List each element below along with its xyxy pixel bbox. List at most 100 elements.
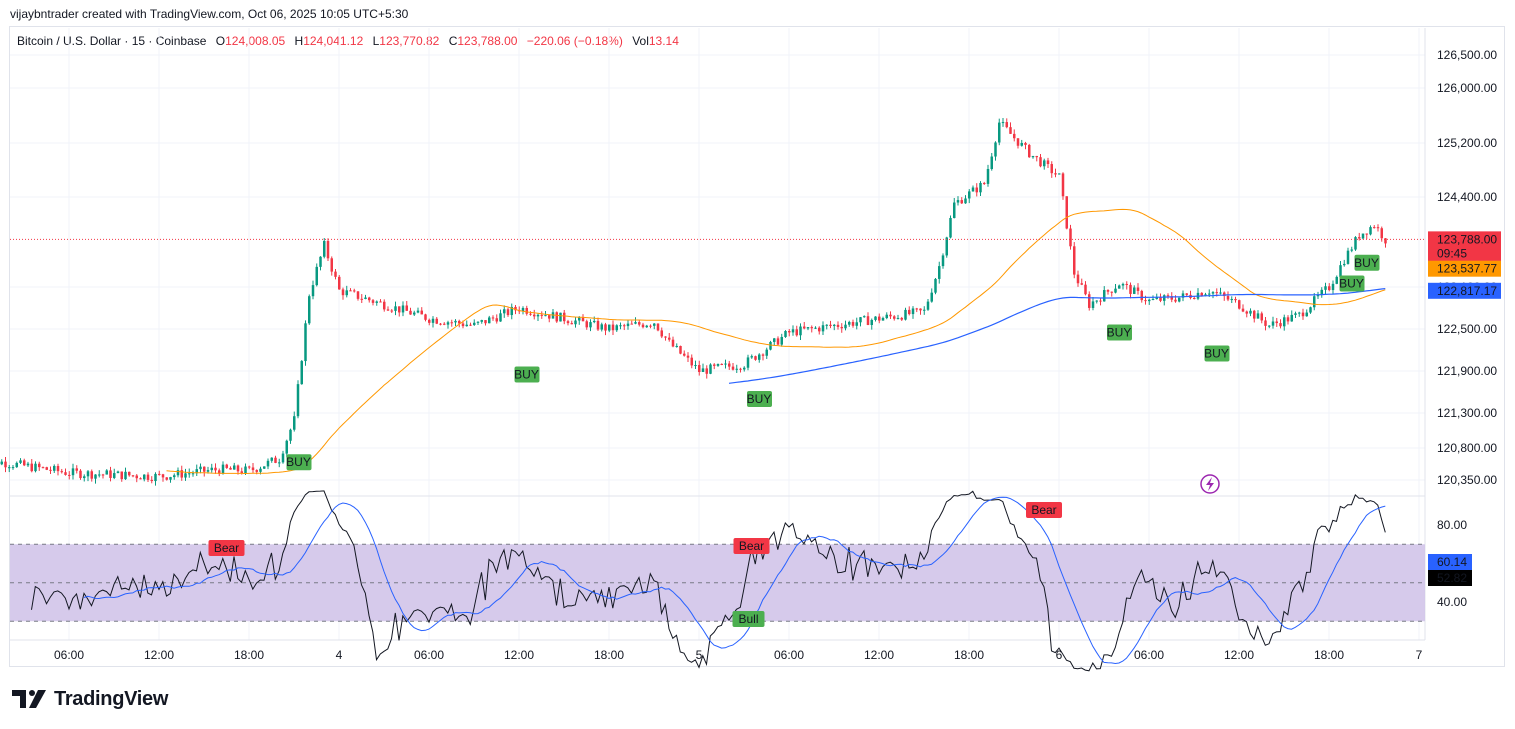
candle-body	[394, 306, 397, 311]
candle-body	[773, 338, 776, 342]
candle-body	[1238, 300, 1241, 309]
candle-body	[1031, 155, 1035, 158]
candle-body	[1043, 160, 1046, 167]
price-axis-tick: 121,300.00	[1437, 406, 1497, 420]
candle-body	[664, 336, 667, 338]
candle-body	[469, 324, 472, 326]
candle-body	[728, 363, 731, 367]
candle-body	[589, 322, 592, 328]
time-axis-tick: 5	[696, 648, 703, 662]
bear-signal-label: Bear	[214, 541, 239, 555]
candle-body	[859, 317, 862, 323]
candle-body	[353, 290, 356, 292]
candle-body	[619, 325, 622, 327]
candle-body	[1305, 312, 1308, 317]
candle-body	[1294, 313, 1297, 315]
time-axis-tick: 4	[336, 648, 343, 662]
candle-body	[255, 470, 258, 472]
candle-body	[870, 319, 873, 326]
candle-body	[701, 368, 705, 373]
candle-body	[4, 461, 7, 468]
candle-body	[124, 471, 127, 480]
candle-body	[1170, 296, 1173, 300]
candle-body	[38, 463, 41, 468]
candle-body	[390, 310, 393, 312]
candle-body	[574, 320, 577, 325]
candle-body	[446, 322, 450, 325]
candle-body	[454, 320, 457, 323]
candle-body	[79, 470, 82, 479]
ma-slow-badge	[1428, 282, 1501, 299]
time-axis-tick: 18:00	[954, 648, 984, 662]
candle-body	[593, 320, 596, 323]
chart-frame	[9, 26, 1505, 667]
candle-body	[1028, 144, 1031, 158]
candle-body	[964, 198, 967, 204]
candle-body	[375, 301, 378, 303]
candle-body	[638, 322, 641, 325]
candle-body	[424, 314, 427, 320]
buy-signal-label: BUY	[286, 455, 311, 469]
buy-signal-badge	[514, 366, 540, 383]
candle-body	[731, 366, 735, 370]
candle-body	[1178, 297, 1181, 302]
open-value: 124,008.05	[225, 34, 286, 48]
candle-body	[1373, 227, 1376, 229]
candle-body	[1328, 286, 1331, 291]
candle-body	[1271, 321, 1275, 326]
candle-body	[210, 467, 213, 471]
candle-body	[968, 191, 971, 199]
candle-body	[15, 462, 18, 468]
candle-body	[1136, 287, 1140, 291]
candle-body	[683, 353, 686, 356]
candle-body	[364, 297, 367, 300]
candle-body	[829, 324, 832, 327]
low-label: L	[372, 34, 380, 48]
buy-signal-badge	[747, 391, 772, 407]
candle-body	[930, 292, 933, 302]
candle-body	[626, 323, 630, 327]
candle-body	[19, 460, 22, 463]
candle-body	[1264, 320, 1267, 326]
candle-body	[915, 308, 918, 310]
buy-signal-label: BUY	[1354, 256, 1379, 270]
volume-value: 13.14	[648, 34, 679, 48]
candle-body	[821, 325, 825, 332]
candle-body	[131, 475, 135, 477]
candle-body	[690, 357, 693, 366]
candle-body	[1069, 228, 1072, 247]
candle-body	[960, 200, 963, 204]
candle-body	[240, 471, 243, 474]
time-axis-tick: 12:00	[144, 648, 174, 662]
candle-body	[379, 301, 382, 303]
candle-body	[675, 345, 678, 347]
candle-body	[495, 318, 498, 322]
candle-body	[623, 325, 626, 327]
candle-body	[431, 318, 435, 323]
candle-body	[150, 479, 153, 482]
candle-body	[191, 473, 195, 475]
bull-signal-badge	[732, 611, 765, 627]
candle-body	[1275, 321, 1278, 324]
candle-body	[1095, 300, 1098, 302]
candle-body	[323, 240, 326, 257]
price-axis-tick: 120,800.00	[1437, 441, 1497, 455]
candle-body	[1185, 293, 1188, 295]
candle-body	[1361, 233, 1365, 239]
candle-body	[994, 142, 997, 157]
price-axis-tick: 126,500.00	[1437, 48, 1497, 62]
candle-body	[360, 298, 363, 300]
candle-body	[893, 316, 896, 319]
volume-label: Vol	[632, 34, 649, 48]
candle-body	[1016, 138, 1020, 146]
candle-body	[0, 461, 3, 465]
candle-body	[263, 466, 266, 469]
buy-signal-label: BUY	[514, 368, 539, 382]
candle-body	[146, 474, 150, 480]
candle-body	[668, 337, 671, 340]
candle-body	[1219, 292, 1222, 294]
candle-body	[585, 321, 588, 328]
candle-body	[1200, 292, 1203, 297]
candle-body	[229, 467, 232, 470]
